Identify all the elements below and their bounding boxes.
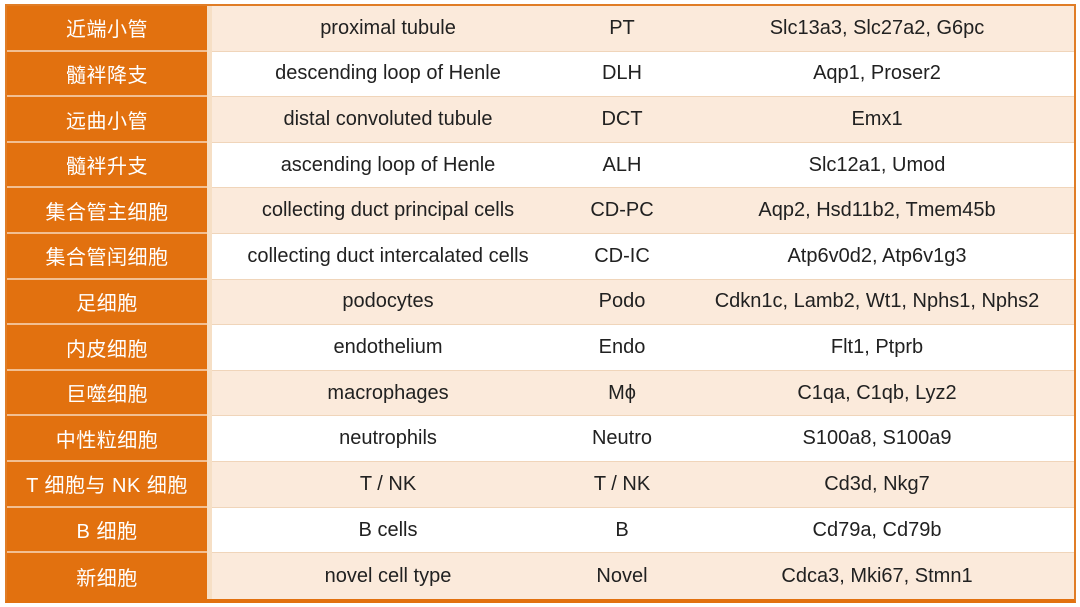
column-divider	[207, 234, 212, 280]
chinese-name-cell: T 细胞与 NK 细胞	[7, 462, 207, 508]
chinese-name-cell: 集合管主细胞	[7, 188, 207, 235]
chinese-name-cell: B 细胞	[7, 507, 207, 554]
cell-type-marker-table: 近端小管 proximal tubule PT Slc13a3, Slc27a2…	[5, 4, 1076, 603]
marker-genes-cell: Emx1	[680, 97, 1074, 143]
marker-genes-cell: Slc13a3, Slc27a2, G6pc	[680, 6, 1074, 52]
column-divider	[207, 142, 212, 189]
marker-genes-cell: C1qa, C1qb, Lyz2	[680, 370, 1074, 417]
table-row: T 细胞与 NK 细胞 T / NK T / NK Cd3d, Nkg7	[7, 462, 1074, 508]
column-divider	[207, 507, 212, 554]
column-divider	[207, 370, 212, 417]
table-row: 髓袢降支 descending loop of Henle DLH Aqp1, …	[7, 51, 1074, 98]
table-row: B 细胞 B cells B Cd79a, Cd79b	[7, 507, 1074, 554]
table-row: 内皮细胞 endothelium Endo Flt1, Ptprb	[7, 325, 1074, 371]
chinese-name-cell: 近端小管	[7, 6, 207, 52]
english-name-cell: novel cell type	[212, 553, 564, 599]
abbreviation-cell: DLH	[564, 51, 680, 98]
marker-genes-cell: Cdca3, Mki67, Stmn1	[680, 553, 1074, 599]
english-name-cell: endothelium	[212, 325, 564, 371]
abbreviation-cell: CD-IC	[564, 234, 680, 280]
table-row: 近端小管 proximal tubule PT Slc13a3, Slc27a2…	[7, 6, 1074, 52]
english-name-cell: proximal tubule	[212, 6, 564, 52]
marker-genes-cell: Slc12a1, Umod	[680, 142, 1074, 189]
column-divider	[207, 279, 212, 326]
english-name-cell: T / NK	[212, 462, 564, 508]
chinese-name-cell: 内皮细胞	[7, 325, 207, 371]
english-name-cell: collecting duct intercalated cells	[212, 234, 564, 280]
column-divider	[207, 97, 212, 143]
abbreviation-cell: Neutro	[564, 416, 680, 463]
chinese-name-cell: 髓袢降支	[7, 51, 207, 98]
chinese-name-cell: 髓袢升支	[7, 142, 207, 189]
table-row: 集合管主细胞 collecting duct principal cells C…	[7, 188, 1074, 235]
marker-genes-cell: Cd79a, Cd79b	[680, 507, 1074, 554]
english-name-cell: B cells	[212, 507, 564, 554]
english-name-cell: ascending loop of Henle	[212, 142, 564, 189]
abbreviation-cell: ALH	[564, 142, 680, 189]
column-divider	[207, 188, 212, 235]
table-row: 新细胞 novel cell type Novel Cdca3, Mki67, …	[7, 553, 1074, 599]
marker-genes-cell: Atp6v0d2, Atp6v1g3	[680, 234, 1074, 280]
abbreviation-cell: PT	[564, 6, 680, 52]
column-divider	[207, 553, 212, 599]
chinese-name-cell: 中性粒细胞	[7, 416, 207, 463]
table-row: 远曲小管 distal convoluted tubule DCT Emx1	[7, 97, 1074, 143]
chinese-name-cell: 新细胞	[7, 553, 207, 599]
abbreviation-cell: Endo	[564, 325, 680, 371]
column-divider	[207, 416, 212, 463]
table-row: 中性粒细胞 neutrophils Neutro S100a8, S100a9	[7, 416, 1074, 463]
chinese-name-cell: 集合管闰细胞	[7, 234, 207, 280]
english-name-cell: collecting duct principal cells	[212, 188, 564, 235]
marker-genes-cell: S100a8, S100a9	[680, 416, 1074, 463]
table-row: 巨噬细胞 macrophages Mϕ C1qa, C1qb, Lyz2	[7, 370, 1074, 417]
abbreviation-cell: Podo	[564, 279, 680, 326]
abbreviation-cell: B	[564, 507, 680, 554]
column-divider	[207, 51, 212, 98]
english-name-cell: neutrophils	[212, 416, 564, 463]
abbreviation-cell: T / NK	[564, 462, 680, 508]
abbreviation-cell: DCT	[564, 97, 680, 143]
table-row: 足细胞 podocytes Podo Cdkn1c, Lamb2, Wt1, N…	[7, 279, 1074, 326]
marker-genes-cell: Aqp2, Hsd11b2, Tmem45b	[680, 188, 1074, 235]
abbreviation-cell: Novel	[564, 553, 680, 599]
english-name-cell: macrophages	[212, 370, 564, 417]
abbreviation-cell: CD-PC	[564, 188, 680, 235]
marker-genes-cell: Aqp1, Proser2	[680, 51, 1074, 98]
column-divider	[207, 325, 212, 371]
english-name-cell: distal convoluted tubule	[212, 97, 564, 143]
abbreviation-cell: Mϕ	[564, 370, 680, 417]
english-name-cell: descending loop of Henle	[212, 51, 564, 98]
table-row: 集合管闰细胞 collecting duct intercalated cell…	[7, 234, 1074, 280]
marker-genes-cell: Cd3d, Nkg7	[680, 462, 1074, 508]
chinese-name-cell: 巨噬细胞	[7, 370, 207, 417]
chinese-name-cell: 足细胞	[7, 279, 207, 326]
chinese-name-cell: 远曲小管	[7, 97, 207, 143]
column-divider	[207, 462, 212, 508]
marker-genes-cell: Flt1, Ptprb	[680, 325, 1074, 371]
english-name-cell: podocytes	[212, 279, 564, 326]
column-divider	[207, 6, 212, 52]
table-row: 髓袢升支 ascending loop of Henle ALH Slc12a1…	[7, 142, 1074, 189]
marker-genes-cell: Cdkn1c, Lamb2, Wt1, Nphs1, Nphs2	[680, 279, 1074, 326]
